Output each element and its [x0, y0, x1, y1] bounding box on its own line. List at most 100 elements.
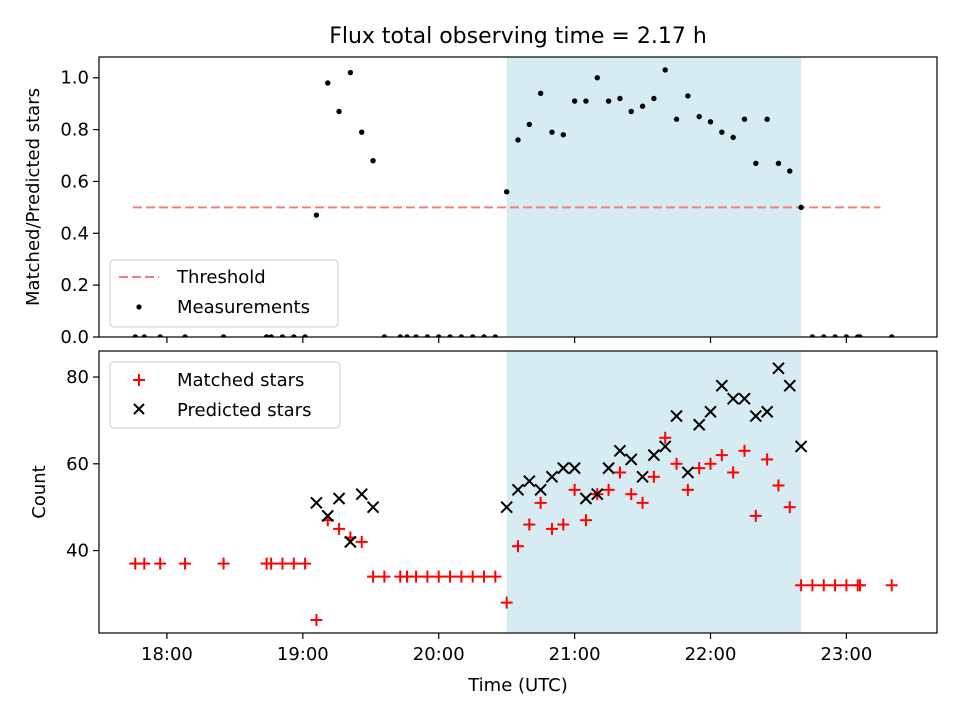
measurement-point	[787, 168, 793, 174]
matched-star-point	[444, 570, 457, 583]
measurement-point	[662, 67, 668, 73]
predicted-star-point	[344, 535, 357, 549]
matched-star-point	[355, 535, 368, 548]
measurement-point	[381, 334, 388, 337]
predicted-star-point	[794, 440, 808, 453]
predicted-star-point	[613, 444, 627, 457]
predicted-star-point	[704, 405, 717, 418]
predicted-star-point	[738, 392, 751, 405]
matched-star-point	[853, 579, 866, 592]
measurement-point	[719, 129, 725, 135]
matched-star-point	[367, 570, 380, 583]
predicted-star-point	[321, 509, 334, 523]
predicted-star-point	[692, 418, 706, 431]
y-tick-label: 0.6	[60, 171, 89, 192]
predicted-star-point	[545, 470, 559, 484]
measurement-point	[843, 334, 850, 337]
measurement-point	[325, 80, 331, 86]
predicted-star-point	[625, 453, 638, 466]
measurement-point	[673, 116, 680, 122]
matched-star-point	[512, 540, 524, 553]
measurement-point	[617, 95, 623, 102]
matched-star-point	[681, 483, 694, 496]
measurement-point	[336, 108, 342, 115]
predicted-star-point	[523, 474, 536, 488]
measurement-point	[798, 204, 804, 211]
matched-star-point	[829, 579, 842, 592]
measurement-point	[571, 98, 578, 104]
measurement-point	[560, 132, 566, 138]
measurement-point	[628, 108, 634, 115]
y-tick-label: 40	[66, 541, 89, 562]
matched-star-point	[738, 444, 751, 457]
predicted-star-point	[670, 409, 683, 423]
matched-star-point	[154, 557, 167, 570]
matched-star-point	[693, 462, 706, 475]
measurement-point	[302, 334, 308, 337]
count-panel: 40 60 80 18:00 19:00 20:00 21:00 22:00 23:00 Co…	[29, 350, 938, 696]
measurement-point	[263, 334, 270, 337]
y-tick-label: 80	[66, 367, 89, 388]
measurement-point	[370, 158, 376, 164]
predicted-star-point	[602, 461, 615, 475]
measurement-point	[313, 212, 320, 218]
matched-star-point	[795, 579, 808, 592]
matched-star-point	[636, 496, 649, 509]
measurement-point	[639, 103, 646, 109]
measurement-point	[549, 129, 555, 135]
measurement-point	[436, 334, 442, 337]
matched-star-point	[545, 522, 558, 535]
matched-star-point	[421, 570, 434, 583]
matched-star-point	[466, 570, 479, 583]
legend-matched-label: Matched stars	[177, 370, 304, 391]
predicted-star-point	[760, 405, 774, 418]
measurement-point	[157, 334, 163, 337]
measurement-point	[279, 334, 286, 337]
predicted-star-point	[366, 500, 380, 514]
legend-ratio: Threshold Measurements	[109, 259, 339, 328]
measurement-point	[492, 334, 499, 337]
matched-star-point	[579, 514, 592, 527]
matched-star-point	[647, 470, 660, 483]
measurement-point	[821, 334, 827, 337]
measurement-point	[741, 116, 748, 122]
measurement-point	[764, 116, 770, 122]
measurement-point	[832, 334, 838, 337]
matched-star-point	[179, 557, 192, 570]
predicted-star-point	[500, 500, 513, 514]
matched-star-point	[489, 570, 502, 583]
predicted-star-point	[783, 379, 796, 392]
predicted-star-point	[647, 448, 661, 462]
matched-star-point	[287, 557, 300, 570]
measurement-point	[503, 189, 510, 195]
legend-count: Matched stars Predicted stars	[109, 361, 341, 429]
ratio-panel: 0.0 0.2 0.4 0.6 0.8 1.0 Matched/Predicted sta…	[23, 56, 938, 348]
measurement-point	[404, 334, 410, 337]
measurement-point	[470, 334, 476, 337]
matched-star-point	[885, 579, 898, 592]
measurement-point	[696, 113, 702, 120]
chart-title: Flux total observing time = 2.17 h	[329, 24, 707, 49]
x-tick-label: 22:00	[685, 644, 737, 665]
measurement-point	[526, 121, 533, 128]
legend-predicted-label: Predicted stars	[177, 400, 311, 421]
measurement-point	[730, 134, 736, 141]
x-tick-label: 20:00	[413, 644, 465, 665]
matched-star-point	[749, 509, 762, 522]
matched-star-point	[455, 570, 468, 583]
matched-star-point	[534, 496, 547, 509]
matched-star-point	[523, 518, 536, 531]
y-axis-label-count: Count	[29, 465, 50, 518]
predicted-star-point	[726, 392, 740, 405]
matched-star-point	[840, 579, 853, 592]
predicted-star-point	[534, 483, 547, 497]
measurement-point	[481, 334, 487, 337]
measurement-point	[605, 98, 612, 104]
x-axis-label: Time (UTC)	[467, 675, 568, 696]
matched-star-point	[761, 453, 774, 466]
measurement-point	[857, 334, 863, 337]
measurement-point	[397, 334, 403, 337]
measurement-point	[594, 75, 600, 81]
measurement-point	[583, 98, 589, 104]
